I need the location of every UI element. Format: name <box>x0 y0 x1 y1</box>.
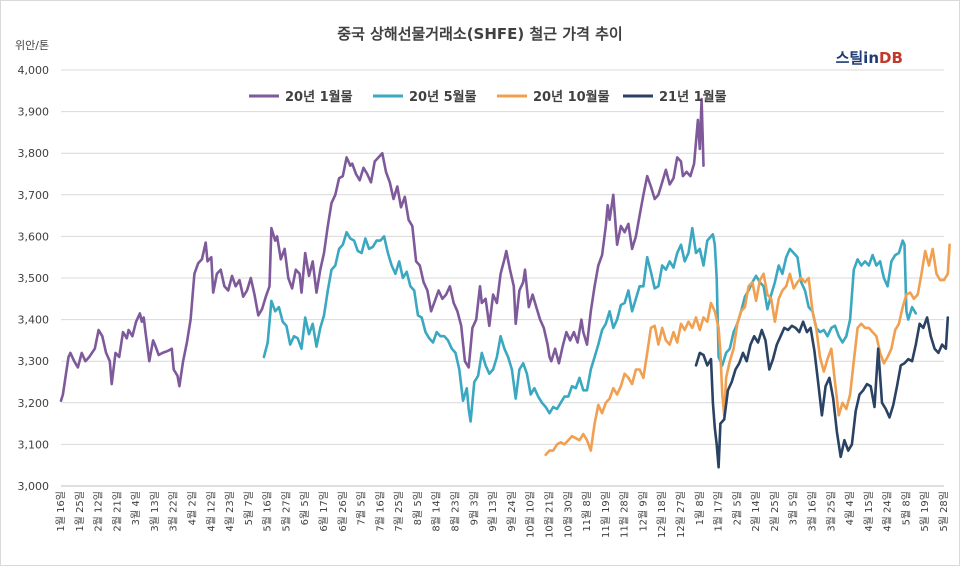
x-tick-label: 10월 21일 <box>543 491 555 538</box>
x-tick-label: 3월 16일 <box>806 491 818 532</box>
x-tick-label: 4월 15일 <box>863 491 875 532</box>
x-tick-label: 8월 23일 <box>450 491 462 532</box>
logo: 스틸in DB <box>836 49 903 67</box>
x-tick-label: 12월 18일 <box>656 491 668 538</box>
logo-text-main: 스틸in <box>836 49 879 67</box>
y-tick-label: 3,200 <box>18 397 50 410</box>
x-tick-label: 3월 5일 <box>788 491 800 525</box>
x-tick-label: 11월 8일 <box>581 491 593 532</box>
y-tick-label: 3,700 <box>18 189 50 202</box>
chart-title: 중국 상해선물거래소(SHFE) 철근 가격 추이 <box>337 25 622 43</box>
y-tick-label: 4,000 <box>18 64 50 77</box>
x-tick-label: 3월 13일 <box>149 491 161 532</box>
y-axis-ticks: 3,000 3,100 3,200 3,300 3,400 3,500 3,600 3,700… <box>18 64 50 493</box>
x-tick-label: 10월 30일 <box>562 491 574 538</box>
x-tick-label: 2월 5일 <box>731 491 743 525</box>
x-tick-label: 2월 14일 <box>750 491 762 532</box>
x-tick-label: 12월 9일 <box>637 491 649 532</box>
x-tick-label: 3월 4일 <box>130 491 142 525</box>
legend-label-2: 20년 5월물 <box>409 89 477 105</box>
x-tick-label: 11월 28일 <box>619 491 631 538</box>
x-tick-label: 7월 25일 <box>393 491 405 532</box>
x-tick-label: 8월 5일 <box>412 491 424 525</box>
legend-label-1: 20년 1월물 <box>285 89 353 105</box>
series-line-4 <box>694 316 950 469</box>
series-group <box>59 97 951 469</box>
x-tick-label: 5월 7일 <box>243 491 255 525</box>
x-tick-label: 7월 5일 <box>356 491 368 525</box>
x-tick-label: 6월 17일 <box>318 491 330 532</box>
x-tick-label: 4월 24일 <box>882 491 894 532</box>
legend: 20년 1월물 20년 5월물 20년 10월물 21년 1월물 <box>249 89 727 105</box>
x-tick-label: 5월 8일 <box>900 491 912 525</box>
y-tick-label: 3,900 <box>18 106 50 119</box>
y-tick-label: 3,000 <box>18 480 50 493</box>
x-tick-label: 1월 16일 <box>55 491 67 532</box>
x-tick-label: 8월 14일 <box>431 491 443 532</box>
x-tick-label: 7월 16일 <box>374 491 386 532</box>
x-tick-label: 2월 12일 <box>93 491 105 532</box>
x-tick-label: 9월 24일 <box>506 491 518 532</box>
x-tick-label: 6월 5일 <box>299 491 311 525</box>
x-tick-label: 3월 25일 <box>825 491 837 532</box>
legend-label-4: 21년 1월물 <box>659 89 727 105</box>
series-line-2 <box>262 226 918 423</box>
y-tick-label: 3,400 <box>18 314 50 327</box>
y-axis-label: 위안/톤 <box>15 39 49 52</box>
x-tick-label: 4월 4일 <box>844 491 856 525</box>
y-tick-label: 3,100 <box>18 438 50 451</box>
x-axis-ticks: 1월 16일 1월 25일 2월 12일 2월 21일 3월 4일 3월 13일 3월 22… <box>55 491 950 538</box>
series-line-1 <box>59 97 705 402</box>
x-tick-label: 4월 2일 <box>187 491 199 525</box>
grid <box>61 69 944 487</box>
x-tick-label: 9월 13일 <box>487 491 499 532</box>
y-tick-label: 3,600 <box>18 230 50 243</box>
x-tick-label: 4월 12일 <box>205 491 217 532</box>
x-tick-label: 6월 26일 <box>337 491 349 532</box>
x-tick-label: 9월 3일 <box>468 491 480 525</box>
y-tick-label: 3,300 <box>18 355 50 368</box>
legend-label-3: 20년 10월물 <box>533 89 610 105</box>
y-tick-label: 3,800 <box>18 147 50 160</box>
x-tick-label: 11월 19일 <box>600 491 612 538</box>
series-line-3 <box>544 243 951 457</box>
x-tick-label: 1월 8일 <box>694 491 706 525</box>
x-tick-label: 12월 27일 <box>675 491 687 538</box>
x-tick-label: 10월 10일 <box>525 491 537 538</box>
y-tick-label: 3,500 <box>18 272 50 285</box>
x-tick-label: 5월 28일 <box>938 491 950 532</box>
x-tick-label: 5월 19일 <box>919 491 931 532</box>
x-tick-label: 4월 23일 <box>224 491 236 532</box>
x-tick-label: 3월 22일 <box>168 491 180 532</box>
x-tick-label: 5월 16일 <box>262 491 274 532</box>
x-tick-label: 2월 21일 <box>111 491 123 532</box>
x-tick-label: 1월 25일 <box>74 491 86 532</box>
logo-text-db: DB <box>879 49 903 67</box>
x-tick-label: 5월 27일 <box>280 491 292 532</box>
x-tick-label: 2월 25일 <box>769 491 781 532</box>
x-tick-label: 1월 17일 <box>713 491 725 532</box>
